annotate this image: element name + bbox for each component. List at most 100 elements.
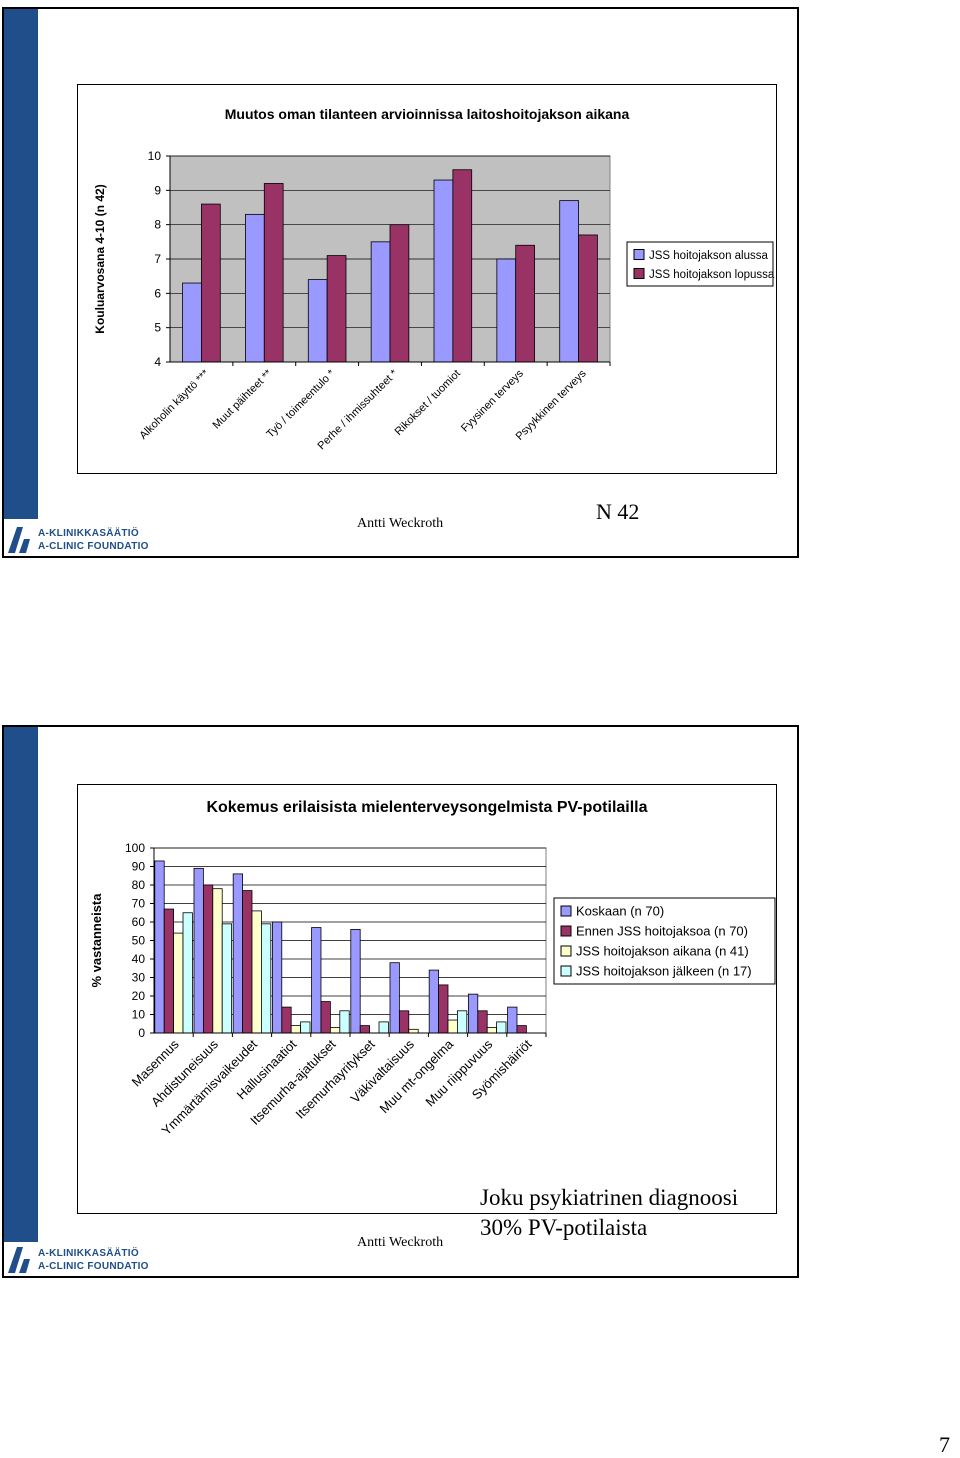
bar-3-series-1 [307, 279, 328, 363]
legend-box [626, 241, 774, 287]
bar-3-series-3 [251, 910, 262, 1034]
legend-swatch [560, 905, 572, 917]
legend-swatch [560, 925, 572, 937]
legend-label: JSS hoitojakson aikana (n 41) [576, 944, 749, 959]
a-clinic-foundation-logo: A-KLINIKKASÄÄTIÖ A-CLINIC FOUNDATION [8, 526, 148, 553]
legend-label: Koskaan (n 70) [576, 904, 664, 919]
bar-10-series-2 [516, 1025, 527, 1034]
slide-sidebar [4, 9, 38, 519]
legend-swatch [633, 249, 645, 260]
bar-7-series-2 [578, 234, 598, 363]
bar-5-series-1 [311, 927, 322, 1034]
bar-9-series-3 [486, 1027, 498, 1034]
bar-6-series-4 [378, 1021, 389, 1034]
author-label: Antti Weckroth [357, 516, 444, 531]
legend-label: JSS hoitojakson jälkeen (n 17) [576, 964, 752, 979]
bar-2-series-2 [263, 183, 284, 363]
bar-2-series-2 [202, 884, 214, 1034]
y-tick-label: 10 [132, 1008, 146, 1022]
bar-4-series-4 [300, 1021, 311, 1034]
logo-text-line2: A-CLINIC FOUNDATION [38, 541, 148, 552]
bar-7-series-1 [559, 200, 579, 363]
y-tick-label: 10 [148, 149, 162, 163]
bar-8-series-4 [457, 1010, 468, 1034]
diagnosis-note-line1: Joku psykiatrinen diagnoosi [480, 1185, 739, 1210]
logo-text-line1: A-KLINIKKASÄÄTIÖ [38, 1246, 139, 1259]
y-tick-label: 50 [132, 934, 146, 948]
bar-2-series-1 [193, 867, 204, 1034]
legend-label: Ennen JSS hoitojaksoa (n 70) [576, 924, 748, 939]
bar-8-series-2 [438, 984, 449, 1034]
bar-4-series-1 [370, 241, 391, 363]
legend-swatch [633, 268, 645, 279]
chart-title: Muutos oman tilanteen arvioinnissa laito… [225, 106, 630, 122]
bar-3-series-2 [326, 255, 347, 363]
a-clinic-foundation-logo: A-KLINIKKASÄÄTIÖ A-CLINIC FOUNDATION [8, 1246, 148, 1273]
bar-3-series-4 [261, 923, 272, 1034]
y-tick-label: 8 [154, 218, 161, 232]
bar-1-series-3 [173, 932, 184, 1034]
bar-2-series-3 [212, 888, 223, 1034]
y-tick-label: 9 [154, 183, 161, 197]
diagnosis-note-line2: 30% PV-potilaista [480, 1215, 648, 1240]
y-axis-label: % vastanneista [89, 893, 104, 988]
y-tick-label: 0 [138, 1026, 145, 1040]
bar-7-series-2 [398, 1010, 410, 1034]
legend-swatch [560, 965, 572, 977]
bar-4-series-2 [281, 1006, 292, 1034]
diagnosis-note: Joku psykiatrinen diagnoosi 30% PV-potil… [480, 1183, 738, 1243]
bar-1-series-4 [182, 912, 193, 1034]
bar-5-series-4 [339, 1010, 350, 1034]
y-axis-label: Kouluarvosana 4-10 (n 42) [93, 184, 107, 333]
y-tick-label: 5 [154, 321, 161, 335]
logo-text-line1: A-KLINIKKASÄÄTIÖ [38, 526, 139, 539]
y-tick-label: 90 [132, 860, 146, 874]
bar-9-series-2 [477, 1010, 488, 1034]
bar-6-series-1 [350, 928, 361, 1034]
bar-1-series-1 [182, 282, 202, 363]
bar-2-series-1 [245, 213, 265, 363]
bar-6-series-1 [496, 258, 517, 363]
logo-text-line2: A-CLINIC FOUNDATION [38, 1261, 148, 1272]
y-tick-label: 7 [154, 252, 161, 266]
bar-8-series-1 [428, 969, 439, 1034]
author-label: Antti Weckroth [357, 1235, 444, 1250]
bar-5-series-2 [320, 1001, 331, 1034]
y-tick-label: 40 [132, 952, 146, 966]
sample-size-label: N 42 [596, 499, 640, 524]
bar-4-series-3 [290, 1025, 302, 1034]
legend-label: JSS hoitojakson lopussa [649, 269, 775, 281]
slide-1: Muutos oman tilanteen arvioinnissa laito… [2, 7, 799, 558]
y-tick-label: 80 [132, 878, 146, 892]
y-tick-label: 30 [132, 971, 146, 985]
bar-4-series-2 [389, 224, 410, 363]
bar-3-series-1 [232, 873, 243, 1034]
legend-box [553, 897, 776, 985]
legend-swatch [560, 945, 572, 957]
bar-1-series-1 [154, 860, 165, 1034]
chart-title: Kokemus erilaisista mielenterveysongelmi… [206, 799, 647, 816]
chart-1: Muutos oman tilanteen arvioinnissa laito… [77, 84, 777, 474]
bar-5-series-2 [452, 169, 473, 363]
slide-2: Kokemus erilaisista mielenterveysongelmi… [2, 725, 799, 1278]
y-tick-label: 20 [132, 989, 146, 1003]
y-tick-label: 100 [125, 841, 145, 855]
bar-4-series-1 [271, 921, 283, 1034]
bar-5-series-3 [329, 1027, 341, 1034]
bar-6-series-2 [359, 1025, 370, 1034]
chart-2: Kokemus erilaisista mielenterveysongelmi… [77, 784, 777, 1214]
bar-7-series-1 [389, 962, 400, 1034]
bar-8-series-3 [447, 1019, 458, 1034]
slide-sidebar [4, 727, 38, 1242]
bar-5-series-1 [433, 179, 454, 363]
legend-label: JSS hoitojakson alussa [649, 250, 769, 262]
bar-2-series-4 [221, 923, 233, 1034]
bar-3-series-2 [242, 890, 253, 1034]
page-number: 7 [939, 1432, 950, 1457]
bar-9-series-1 [467, 993, 479, 1034]
y-tick-label: 6 [154, 286, 161, 300]
bar-9-series-4 [496, 1021, 507, 1034]
bar-10-series-1 [507, 1006, 518, 1034]
y-tick-label: 60 [132, 915, 146, 929]
y-tick-label: 70 [132, 897, 146, 911]
